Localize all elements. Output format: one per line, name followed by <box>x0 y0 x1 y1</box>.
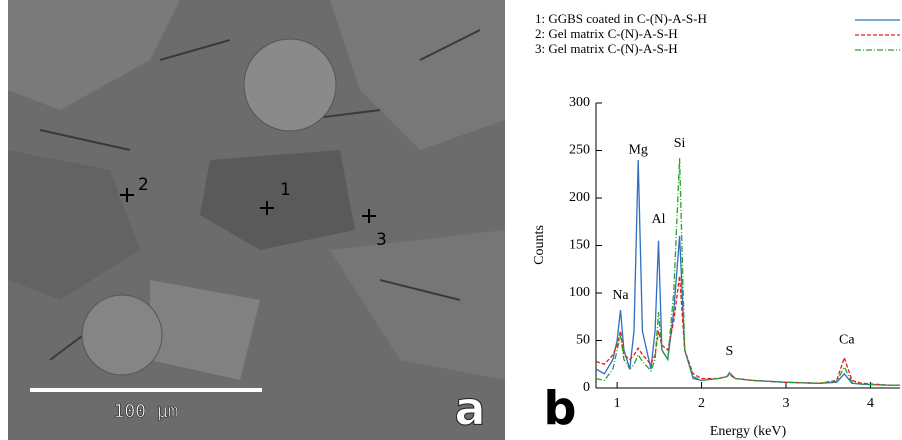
legend-label: 2: Gel matrix C-(N)-A-S-H <box>535 26 678 41</box>
y-tick-label: 100 <box>569 285 590 300</box>
y-tick-label: 200 <box>569 190 590 205</box>
scale-bar-label: 100 µm <box>113 401 178 422</box>
sem-image: 2 1 3 100 µm a <box>8 0 505 440</box>
legend-label: 1: GGBS coated in C-(N)-A-S-H <box>535 11 707 26</box>
marker-label: 2 <box>138 175 149 195</box>
peak-label: Na <box>612 288 629 303</box>
marker-cross <box>120 188 376 223</box>
peak-label: Mg <box>628 143 647 158</box>
y-axis-title: Counts <box>532 225 547 265</box>
texture <box>330 0 505 150</box>
y-tick-label: 300 <box>569 95 590 110</box>
panel-label: a <box>454 382 485 436</box>
x-tick-label: 2 <box>698 396 705 411</box>
peak-label: Si <box>674 136 686 151</box>
y-tick-label: 0 <box>583 380 590 395</box>
x-tick-label: 3 <box>783 396 790 411</box>
series-line <box>595 275 900 386</box>
series-line <box>595 159 900 386</box>
panel-label: b <box>544 382 577 436</box>
y-tick-label: 250 <box>569 143 590 158</box>
peak-label: Al <box>651 212 665 227</box>
peak-label: S <box>726 344 734 359</box>
texture <box>200 150 355 250</box>
texture <box>150 280 260 380</box>
particle <box>81 294 163 376</box>
y-tick-label: 50 <box>576 333 590 348</box>
texture <box>8 0 180 110</box>
particle <box>243 38 337 132</box>
chart: b Energy (keV) Counts 0 50 100 150 200 250 300… <box>532 11 900 439</box>
peak-label: Ca <box>839 333 855 348</box>
texture <box>8 150 140 300</box>
y-tick-label: 150 <box>569 238 590 253</box>
legend-label: 3: Gel matrix C-(N)-A-S-H <box>535 41 678 56</box>
series-line <box>595 158 900 386</box>
crack <box>39 29 481 361</box>
x-axis-title: Energy (keV) <box>710 424 787 439</box>
x-tick-label: 4 <box>867 396 874 411</box>
x-tick-label: 1 <box>614 396 621 411</box>
marker-label: 3 <box>376 230 387 250</box>
marker-label: 1 <box>280 180 291 200</box>
texture <box>330 230 505 380</box>
